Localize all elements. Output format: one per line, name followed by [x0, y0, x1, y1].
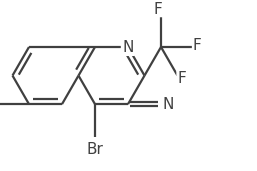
Text: F: F [154, 2, 162, 16]
Text: N: N [163, 97, 174, 112]
Text: F: F [193, 37, 201, 52]
Text: Br: Br [87, 142, 103, 157]
Text: N: N [122, 40, 134, 55]
Text: F: F [177, 71, 186, 86]
